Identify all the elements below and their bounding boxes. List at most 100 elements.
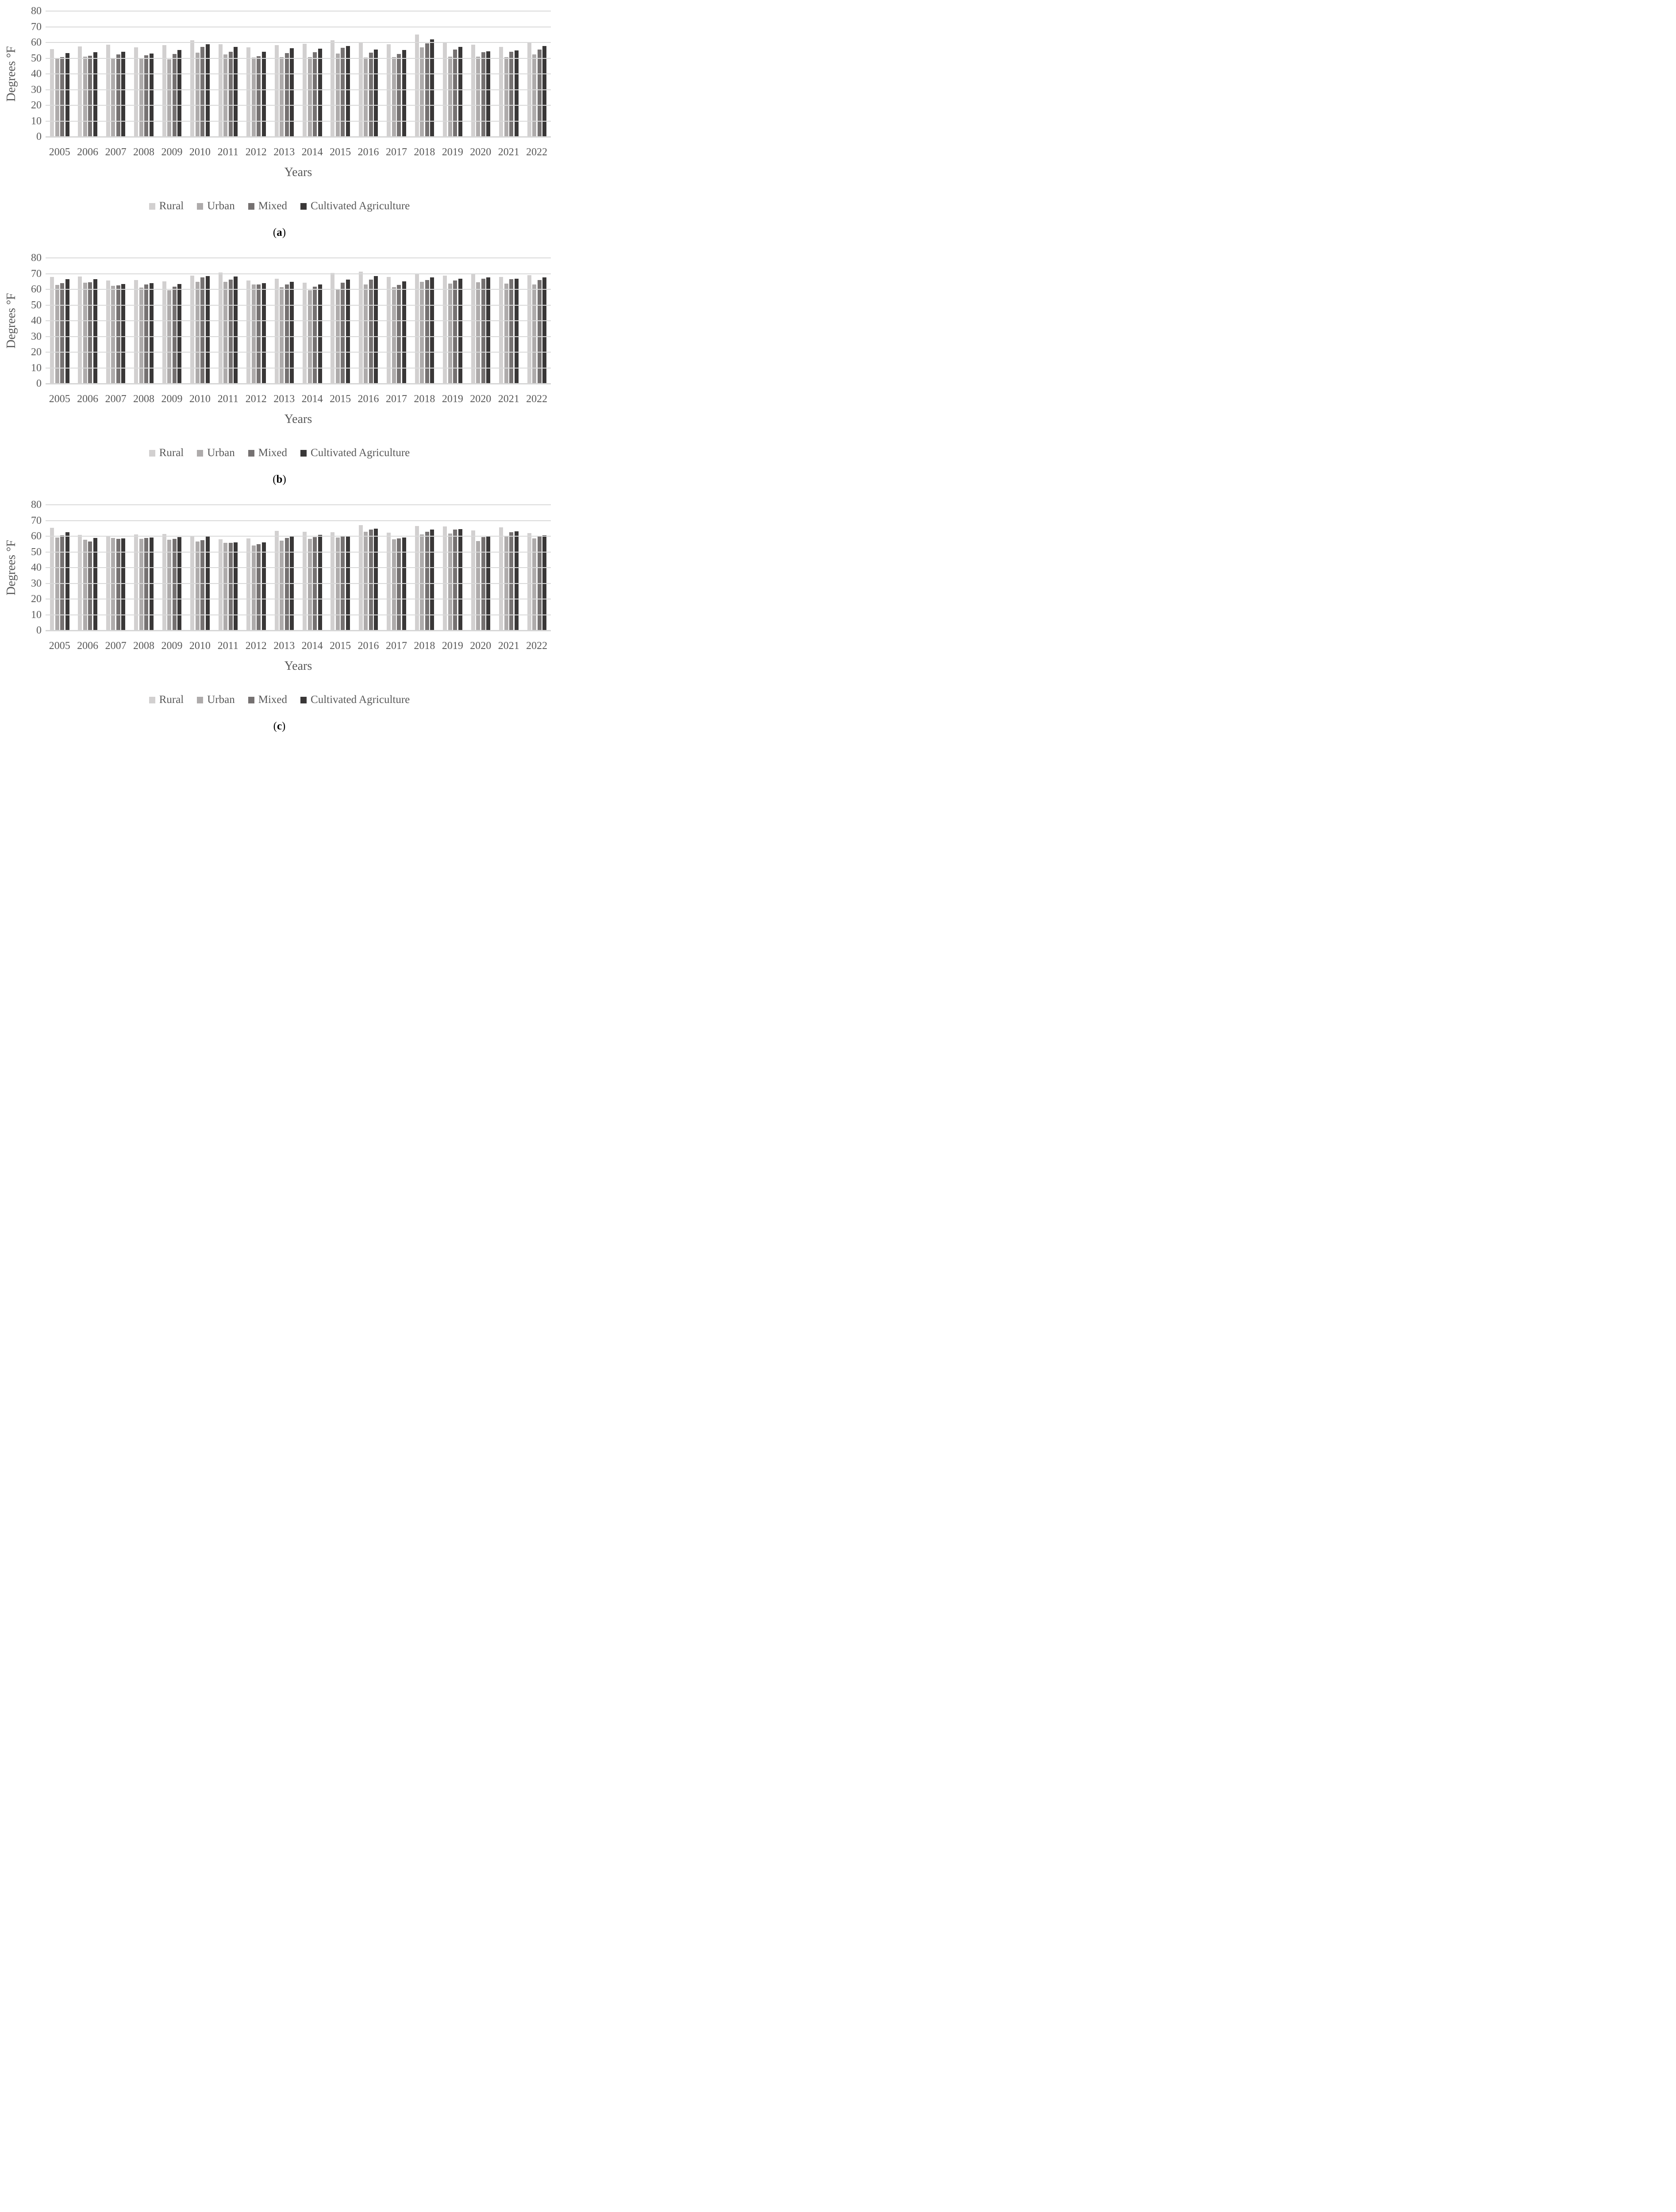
bar-cultivated-agriculture <box>318 284 322 384</box>
caption-paren: ( <box>273 720 277 732</box>
gridline <box>46 551 551 553</box>
x-tick-label: 2022 <box>526 393 548 405</box>
legend-swatch-mixed <box>248 696 254 703</box>
bar-mixed <box>425 280 429 384</box>
caption-paren: ) <box>282 473 286 485</box>
bar-rural <box>50 276 54 384</box>
bar-cultivated-agriculture <box>177 50 182 137</box>
bar-urban <box>55 537 59 630</box>
bar-cultivated-agriculture <box>93 538 97 630</box>
legend-item-urban: Urban <box>197 200 235 212</box>
bar-urban <box>504 283 508 384</box>
bar-cultivated-agriculture <box>346 46 350 137</box>
gridline <box>46 11 551 12</box>
y-tick-label: 20 <box>31 346 42 358</box>
legend-label: Rural <box>159 447 184 459</box>
legend-label: Rural <box>159 694 184 706</box>
y-tick-label: 80 <box>31 499 42 511</box>
bar-rural <box>387 532 391 630</box>
x-tick-label: 2022 <box>526 146 548 158</box>
bar-rural <box>331 40 335 137</box>
bar-cultivated-agriculture <box>93 279 97 384</box>
x-tick-label: 2012 <box>245 146 267 158</box>
bar-cultivated-agriculture <box>65 532 69 630</box>
bar-rural <box>218 539 223 630</box>
bar-cultivated-agriculture <box>402 537 406 630</box>
x-tick-label: 2014 <box>301 146 323 158</box>
legend-swatch-mixed <box>248 203 254 210</box>
bar-mixed <box>172 54 177 137</box>
bar-cultivated-agriculture <box>149 537 154 630</box>
x-tick-label: 2013 <box>273 640 295 652</box>
bar-mixed <box>172 286 177 384</box>
bar-urban <box>532 284 537 384</box>
bar-rural <box>499 527 504 630</box>
legend: Rural Urban Mixed Cultivated Agriculture <box>0 447 559 459</box>
caption-paren: ) <box>282 720 286 732</box>
bar-mixed <box>453 530 457 630</box>
figure-temperature-panels: Degrees °F 0 10 20 30 40 50 60 70 80 2005 2006 200… <box>0 0 559 741</box>
bar-rural <box>134 534 138 630</box>
x-tick-label: 2006 <box>77 146 99 158</box>
bar-cultivated-agriculture <box>514 278 519 384</box>
bar-mixed <box>144 284 149 384</box>
bar-urban <box>364 284 368 384</box>
legend-label: Mixed <box>258 694 288 706</box>
bar-urban <box>223 281 228 384</box>
bar-urban <box>139 539 143 630</box>
y-tick-label: 50 <box>31 546 42 558</box>
bar-urban <box>139 58 143 137</box>
plot-area <box>46 257 551 384</box>
bar-cultivated-agriculture <box>318 48 322 137</box>
x-tick-label: 2015 <box>330 640 351 652</box>
x-tick-label: 2019 <box>442 640 463 652</box>
x-tick-label: 2016 <box>357 393 379 405</box>
bar-urban <box>83 539 87 630</box>
legend-item-urban: Urban <box>197 447 235 459</box>
legend-label: Urban <box>207 200 235 212</box>
bar-cultivated-agriculture <box>374 276 378 384</box>
bar-rural <box>274 278 279 384</box>
x-tick-label: 2008 <box>133 640 155 652</box>
figure-panel-b: Degrees °F 0 10 20 30 40 50 60 70 80 2005 2006 200… <box>0 247 559 494</box>
bar-rural <box>415 526 419 630</box>
x-tick-label: 2007 <box>105 640 127 652</box>
y-tick-label: 50 <box>31 299 42 311</box>
legend-item-rural: Rural <box>149 447 184 459</box>
bar-urban <box>476 541 481 630</box>
legend-label: Mixed <box>258 200 288 212</box>
legend-item-cultivated-agriculture: Cultivated Agriculture <box>300 447 410 459</box>
bar-rural <box>331 273 335 384</box>
bar-mixed <box>397 285 401 384</box>
x-tick-label: 2005 <box>49 146 70 158</box>
bar-mixed <box>257 544 261 630</box>
y-tick-label: 30 <box>31 577 42 589</box>
bar-cultivated-agriculture <box>177 284 182 384</box>
bar-rural <box>387 277 391 384</box>
bar-urban <box>280 287 284 384</box>
x-tick-label: 2020 <box>470 146 492 158</box>
bar-rural <box>499 46 504 137</box>
x-tick-label: 2022 <box>526 640 548 652</box>
x-axis-title: Years <box>284 412 312 426</box>
x-tick-label: 2017 <box>385 146 407 158</box>
bar-cultivated-agriculture <box>402 50 406 137</box>
y-tick-label: 40 <box>31 315 42 326</box>
x-axis-title: Years <box>284 659 312 673</box>
bar-urban <box>111 58 115 137</box>
bar-urban <box>167 540 172 630</box>
x-tick-label: 2021 <box>498 393 519 405</box>
gridline <box>46 352 551 353</box>
bar-urban <box>532 538 537 630</box>
bar-mixed <box>88 282 92 384</box>
bar-rural <box>415 273 419 384</box>
bar-rural <box>471 44 475 137</box>
bar-urban <box>111 538 115 630</box>
bar-urban <box>504 57 508 137</box>
y-tick-label: 60 <box>31 530 42 542</box>
legend-item-mixed: Mixed <box>248 200 287 212</box>
legend-swatch-urban <box>197 449 204 457</box>
bar-cultivated-agriculture <box>65 279 69 384</box>
bar-cultivated-agriculture <box>149 283 154 384</box>
y-tick-label: 10 <box>31 609 42 621</box>
